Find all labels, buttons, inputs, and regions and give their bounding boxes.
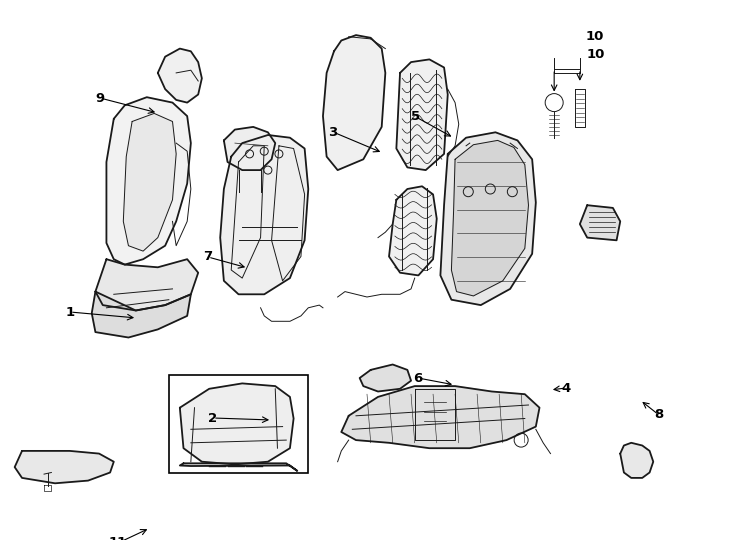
Polygon shape [106,97,191,265]
Polygon shape [620,443,653,478]
Text: 9: 9 [95,91,104,105]
Text: 2: 2 [208,411,217,424]
Text: 8: 8 [655,408,664,422]
Polygon shape [389,186,437,275]
Text: 10: 10 [586,49,606,62]
Polygon shape [180,463,297,471]
Polygon shape [323,35,385,170]
Polygon shape [396,59,448,170]
Text: 1: 1 [65,306,75,319]
Text: 10: 10 [585,30,604,43]
Polygon shape [220,135,308,294]
Text: 7: 7 [203,251,213,264]
Polygon shape [15,451,114,483]
Text: 4: 4 [562,381,570,395]
Text: 11: 11 [109,537,127,540]
Text: 3: 3 [328,125,338,138]
Bar [169,375,308,472]
Text: 5: 5 [412,111,421,124]
Polygon shape [622,447,648,477]
Polygon shape [451,140,528,296]
Polygon shape [92,292,191,338]
Polygon shape [123,113,176,251]
Polygon shape [158,49,202,103]
Polygon shape [580,205,620,240]
Polygon shape [341,386,539,448]
Polygon shape [180,383,294,464]
Text: 6: 6 [413,372,423,384]
Polygon shape [224,127,275,170]
Polygon shape [95,259,198,310]
Polygon shape [360,364,411,391]
Polygon shape [440,132,536,305]
